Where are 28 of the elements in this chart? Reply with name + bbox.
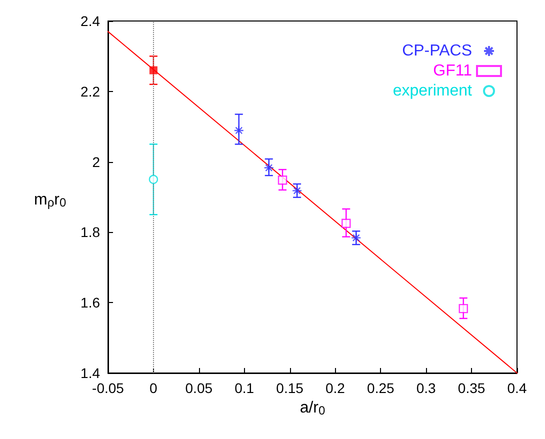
x-tick-label: 0.3 <box>416 380 436 396</box>
point <box>278 176 288 185</box>
point <box>292 186 302 196</box>
point <box>351 232 362 243</box>
x-tick-label: 0.1 <box>234 380 254 396</box>
x-tick-label: 0.05 <box>185 380 213 396</box>
legend-label: experiment <box>392 82 473 100</box>
y-tick-label: 1.6 <box>80 294 100 311</box>
point <box>149 66 158 74</box>
point <box>458 304 468 314</box>
x-tick-label: -0.05 <box>92 380 124 396</box>
x-tick-label: 0.35 <box>458 380 486 396</box>
x-tick-label: 0 <box>150 380 158 396</box>
legend-label: GF11 <box>433 62 472 80</box>
x-tick-label: 0.25 <box>367 380 395 396</box>
point <box>234 125 244 136</box>
y-tick-label: 2 <box>92 154 100 170</box>
x-tick-label: 0.4 <box>507 380 527 396</box>
y-tick-label: 2.4 <box>80 13 100 29</box>
x-tick-label: 0.2 <box>325 380 346 396</box>
x-tick-label: 0.15 <box>276 380 304 396</box>
y-tick-label: 2.2 <box>80 83 100 100</box>
legend-label: CP-PACS <box>402 42 472 60</box>
y-tick-label: 1.8 <box>80 224 100 240</box>
point <box>148 174 158 184</box>
point <box>342 218 351 228</box>
point <box>264 162 274 173</box>
y-tick-label: 1.4 <box>80 365 100 381</box>
